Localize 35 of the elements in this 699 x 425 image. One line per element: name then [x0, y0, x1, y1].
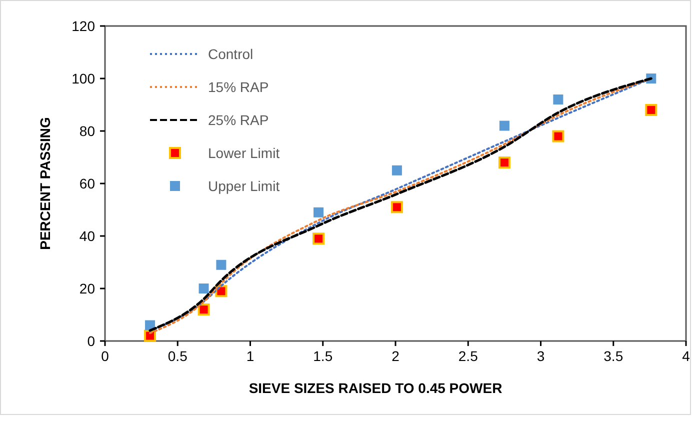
point — [390, 201, 403, 214]
x-tick-label: 3 — [536, 348, 545, 364]
legend-label: 15% RAP — [208, 79, 269, 95]
legend-label: Control — [208, 46, 254, 62]
x-tick-label: 4 — [682, 348, 690, 364]
point — [552, 130, 564, 142]
y-tick-label: 0 — [87, 333, 96, 349]
x-axis-title: SIEVE SIZES RAISED TO 0.45 POWER — [248, 380, 502, 396]
point — [645, 104, 658, 116]
point — [198, 284, 209, 294]
x-tick-label: 3.5 — [604, 348, 624, 364]
point — [392, 165, 402, 176]
y-tick-label: 60 — [79, 176, 96, 192]
x-tick-label: 2 — [392, 348, 400, 364]
legend-label: Lower Limit — [208, 145, 280, 161]
y-tick-label: 40 — [79, 228, 96, 244]
point — [553, 94, 564, 104]
x-tick-label: 0 — [101, 348, 110, 364]
x-tick-label: 1 — [246, 348, 254, 364]
x-tick-label: 1.5 — [313, 348, 333, 364]
x-tick-label: 2.5 — [458, 348, 478, 364]
point — [216, 260, 226, 270]
point — [314, 207, 324, 218]
x-tick-label: 0.5 — [168, 348, 188, 364]
point — [498, 156, 510, 168]
y-tick-label: 20 — [79, 280, 96, 296]
y-tick-label: 120 — [72, 18, 96, 34]
y-tick-label: 100 — [72, 70, 96, 86]
point — [312, 232, 325, 245]
legend-label: Upper Limit — [208, 178, 280, 194]
point — [499, 120, 510, 131]
point — [198, 304, 210, 316]
y-axis-title: PERCENT PASSING — [37, 117, 53, 250]
legend-label: 25% RAP — [208, 112, 269, 128]
y-tick-label: 80 — [79, 123, 96, 139]
